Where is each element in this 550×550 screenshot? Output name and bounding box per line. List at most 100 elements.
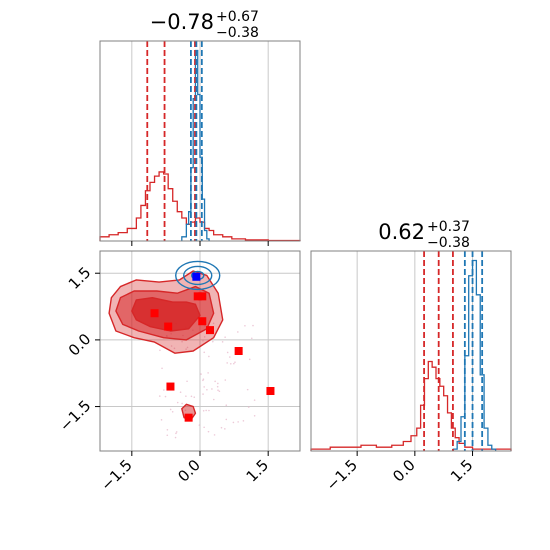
sample-dot [181, 402, 183, 405]
sample-dot [174, 436, 177, 439]
sample-dot [224, 336, 226, 338]
sample-dot [206, 388, 208, 391]
sample-dot [170, 345, 173, 347]
sample-dot [179, 391, 182, 393]
sample-dot [250, 337, 253, 340]
sample-dot [213, 434, 216, 436]
red-square-marker [193, 292, 202, 301]
axes-frame [310, 250, 512, 452]
sample-dot [185, 395, 187, 397]
x-tick-label: −1.5 [97, 456, 135, 494]
blue-contour [175, 260, 221, 291]
sample-dot [203, 426, 205, 429]
sample-dot [166, 434, 169, 437]
sample-dot [200, 373, 202, 375]
y-tick-label: −1.5 [56, 397, 94, 435]
sample-dot [242, 420, 245, 422]
quantile-lines [423, 251, 484, 451]
sample-dot [233, 362, 235, 365]
panel-title-lower-error: −0.38 [216, 25, 259, 41]
sample-dot [212, 340, 214, 343]
sample-dot [217, 389, 219, 391]
sample-dot [186, 346, 189, 349]
blue-square-marker [192, 272, 201, 281]
contour-level [131, 296, 201, 332]
red-square-marker [166, 382, 175, 391]
sample-dot [224, 428, 226, 430]
sample-dot [253, 415, 256, 417]
x-ticks: −1.5 0.0 1.5 [97, 451, 272, 494]
blue-contour [183, 265, 213, 286]
sample-dot [171, 410, 174, 413]
sample-dot [175, 431, 178, 433]
red-square-marker [198, 292, 207, 301]
red-histogram-step [99, 171, 301, 242]
sample-dot [225, 418, 228, 421]
sample-dot [218, 390, 221, 393]
red-square-marker [206, 326, 214, 335]
x-tick-label: 0.0 [389, 456, 419, 486]
sample-dot [186, 380, 188, 383]
grid [356, 251, 474, 451]
red-square-marker [184, 413, 193, 422]
sample-dot [176, 401, 179, 404]
sample-dot [198, 424, 201, 426]
sample-dot [234, 361, 236, 364]
x-tick-label: −1.5 [323, 456, 361, 494]
sample-dot [193, 396, 196, 399]
grid [100, 251, 300, 451]
panel-title-upper-error: +0.37 [427, 219, 470, 235]
sample-dot [212, 322, 215, 325]
quantile-lines [146, 41, 203, 241]
sample-dot [203, 336, 206, 338]
x-tick-label: 1.5 [447, 456, 477, 486]
sample-dot [158, 395, 161, 397]
sample-dot [205, 409, 207, 412]
sample-dot [216, 385, 219, 388]
sample-dot [220, 426, 223, 429]
panel-title-upper-error: +0.67 [216, 9, 259, 25]
sample-dot [211, 388, 213, 390]
red-square-marker [198, 317, 207, 326]
histogram-bars [310, 259, 512, 451]
x-tick-label: 0.0 [174, 456, 204, 486]
sample-dot [217, 382, 219, 385]
sample-dot [173, 347, 176, 350]
sample-dot [202, 378, 205, 380]
y-tick-label: 0.0 [65, 330, 95, 360]
markers [150, 272, 275, 422]
red-square-marker [266, 387, 275, 395]
red-histogram-step [310, 360, 512, 451]
red-square-marker [150, 309, 159, 318]
sample-dot [226, 351, 229, 354]
histogram-panel-param2: −1.5 0.0 1.5 0.62 +0.37 −0.38 [310, 219, 512, 494]
sample-dot [246, 388, 249, 391]
sample-dot [237, 421, 239, 423]
sample-dot [161, 367, 163, 370]
sample-dot [221, 341, 224, 343]
y-tick-label: 1.5 [65, 263, 95, 293]
red-square-marker [234, 347, 243, 355]
sample-dot [190, 395, 193, 398]
panel-title: 0.62 [378, 220, 425, 244]
y-ticks: 1.5 0.0 −1.5 [56, 263, 100, 435]
sample-dot [202, 379, 204, 382]
sample-dot [203, 351, 206, 354]
sample-dot [159, 349, 161, 352]
sample-dot [248, 358, 251, 361]
sample-dot [160, 419, 163, 421]
sample-dot [244, 324, 246, 327]
sample-dot [202, 393, 204, 395]
sample-dot [185, 348, 187, 350]
x-tick-label: 1.5 [243, 456, 273, 486]
sample-dot [164, 395, 167, 398]
sample-dot [252, 324, 254, 327]
panel-title: −0.78 [150, 10, 214, 34]
x-ticks [131, 241, 269, 246]
histogram-panel-param1: −0.78 +0.67 −0.38 [99, 9, 301, 246]
sample-dot [247, 406, 250, 408]
sample-dot [163, 389, 165, 391]
sample-dot [181, 340, 183, 343]
sample-dot [203, 386, 205, 388]
